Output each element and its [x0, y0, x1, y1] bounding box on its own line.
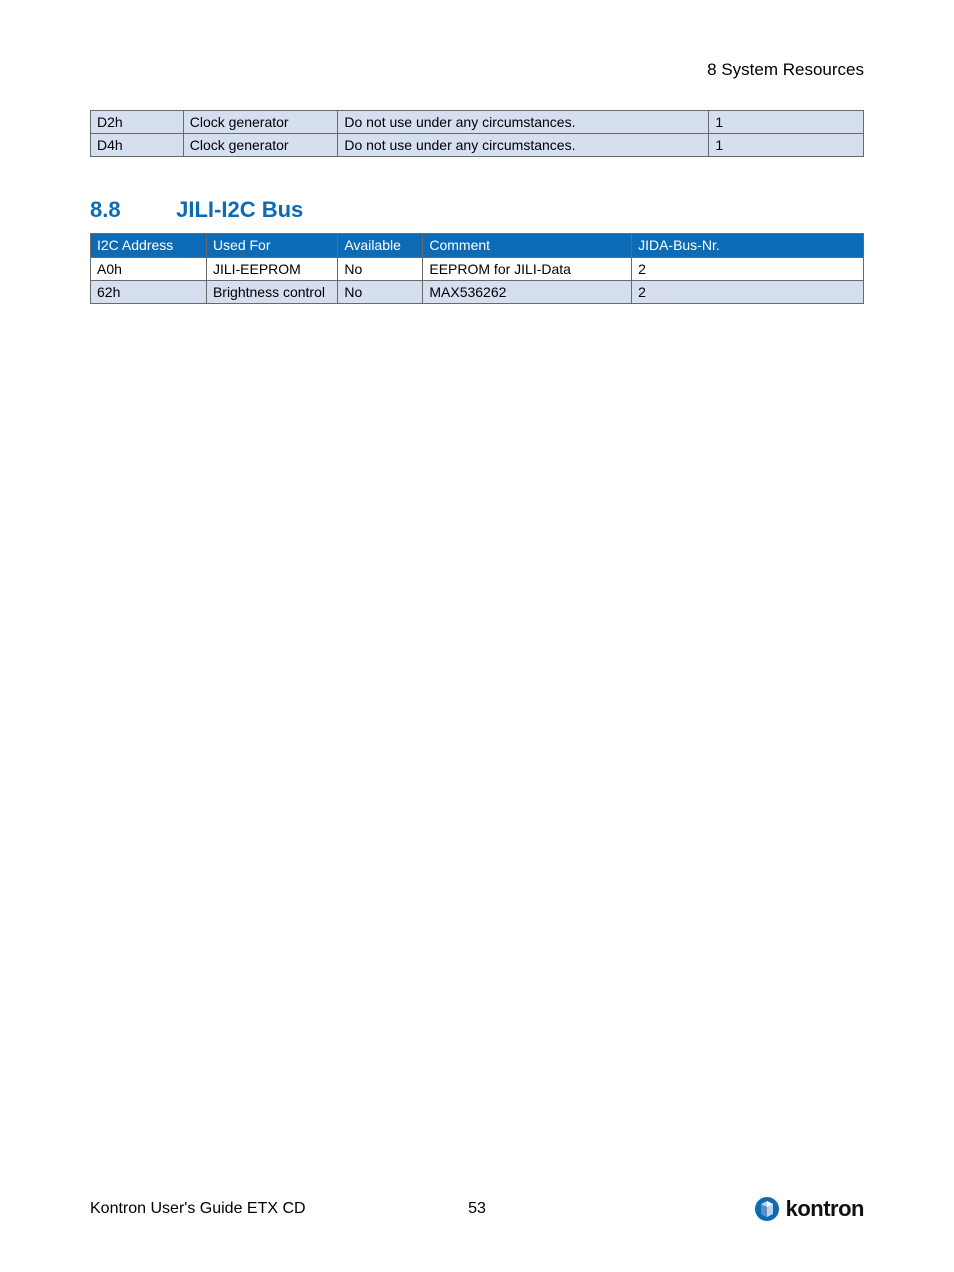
table-header-row: I2C Address Used For Available Comment J…	[91, 234, 864, 257]
cell-addr: D4h	[91, 134, 184, 157]
brand-logo: kontron	[754, 1196, 864, 1222]
col-used-for: Used For	[206, 234, 337, 257]
col-i2c-address: I2C Address	[91, 234, 207, 257]
cell-comment: MAX536262	[423, 280, 632, 303]
col-jida-bus: JIDA-Bus-Nr.	[632, 234, 864, 257]
col-comment: Comment	[423, 234, 632, 257]
table-clock-generator: D2h Clock generator Do not use under any…	[90, 110, 864, 157]
page: 8 System Resources D2h Clock generator D…	[0, 0, 954, 1272]
cell-bus: 1	[709, 134, 864, 157]
cell-avail: No	[338, 280, 423, 303]
footer-page-number: 53	[468, 1200, 486, 1218]
table-row: D4h Clock generator Do not use under any…	[91, 134, 864, 157]
kontron-icon	[754, 1196, 780, 1222]
brand-name: kontron	[786, 1196, 864, 1222]
cell-addr: A0h	[91, 257, 207, 280]
table-jili-i2c: I2C Address Used For Available Comment J…	[90, 233, 864, 304]
cell-comment: EEPROM for JILI-Data	[423, 257, 632, 280]
col-available: Available	[338, 234, 423, 257]
page-footer: Kontron User's Guide ETX CD 53 kontron	[90, 1196, 864, 1222]
section-title: JILI-I2C Bus	[176, 197, 303, 222]
cell-used: Brightness control	[206, 280, 337, 303]
cell-used: Clock generator	[183, 134, 338, 157]
footer-doc-title: Kontron User's Guide ETX CD	[90, 1200, 306, 1218]
cell-used: JILI-EEPROM	[206, 257, 337, 280]
cell-bus: 2	[632, 280, 864, 303]
cell-comment: Do not use under any circumstances.	[338, 134, 709, 157]
table-row: A0h JILI-EEPROM No EEPROM for JILI-Data …	[91, 257, 864, 280]
cell-addr: 62h	[91, 280, 207, 303]
cell-avail: No	[338, 257, 423, 280]
cell-addr: D2h	[91, 111, 184, 134]
cell-bus: 2	[632, 257, 864, 280]
section-heading: 8.8 JILI-I2C Bus	[90, 197, 864, 223]
cell-bus: 1	[709, 111, 864, 134]
table-row: 62h Brightness control No MAX536262 2	[91, 280, 864, 303]
cell-comment: Do not use under any circumstances.	[338, 111, 709, 134]
section-number: 8.8	[90, 197, 170, 223]
chapter-header: 8 System Resources	[90, 60, 864, 80]
table-row: D2h Clock generator Do not use under any…	[91, 111, 864, 134]
cell-used: Clock generator	[183, 111, 338, 134]
